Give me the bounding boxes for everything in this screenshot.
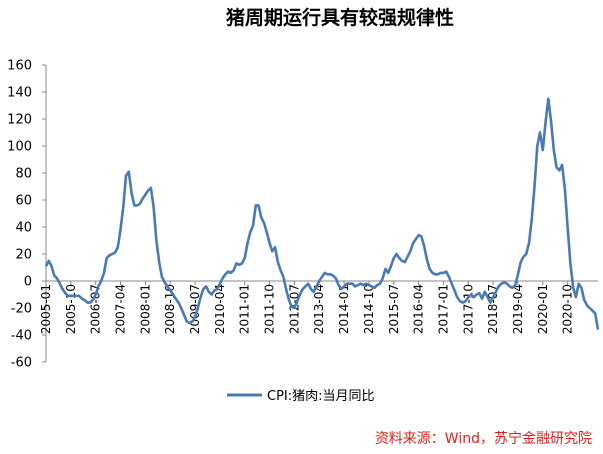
chart-title: 猪周期运行具有较强规律性 [225, 6, 454, 29]
y-axis: -60 -40 -20 0 20 40 60 80 100 120 140 160 [7, 59, 47, 371]
x-tick-label: 2009-07 [188, 284, 202, 334]
y-tick-label: 0 [24, 275, 32, 290]
y-tick-label: 60 [15, 194, 32, 209]
x-tick-label: 2017-01 [436, 284, 450, 334]
y-tick-label: -20 [11, 302, 32, 317]
x-tick-label: 2019-04 [511, 284, 525, 334]
x-tick-label: 2011-01 [238, 284, 252, 334]
x-axis: 2005-01 2005-10 2006-07 2007-04 2008-01 2008-… [39, 280, 598, 334]
y-tick-label: 120 [7, 113, 32, 128]
y-tick-label: -40 [11, 329, 32, 344]
y-tick-label: 80 [15, 167, 32, 182]
y-tick-label: 40 [15, 221, 32, 236]
y-tick-label: 100 [7, 140, 32, 155]
y-tick-label: 20 [15, 248, 32, 263]
x-tick-label: 2010-04 [213, 284, 227, 334]
x-tick-label: 2006-07 [89, 284, 103, 334]
series-line-pork-cpi [44, 97, 600, 330]
x-tick-label: 2014-01 [337, 284, 351, 334]
x-tick-label: 2014-10 [362, 284, 376, 334]
legend-label: CPI:猪肉:当月同比 [267, 389, 375, 404]
x-tick-label: 2015-07 [387, 284, 401, 334]
x-tick-label: 2017-10 [461, 284, 475, 334]
y-tick-label: 140 [7, 86, 32, 101]
x-tick-label: 2018-07 [486, 284, 500, 334]
x-tick-label: 2020-10 [561, 284, 575, 334]
x-tick-label: 2016-04 [412, 284, 426, 334]
x-tick-label: 2011-10 [263, 284, 277, 334]
x-tick-label: 2007-04 [114, 284, 128, 334]
x-tick-label: 2020-01 [536, 284, 550, 334]
series-layer [44, 97, 600, 330]
y-tick-label: 160 [7, 59, 32, 74]
y-tick-label: -60 [11, 356, 32, 371]
x-tick-label: 2008-01 [138, 284, 152, 334]
source-note: 资料来源：Wind，苏宁金融研究院 [375, 430, 592, 447]
x-tick-label: 2013-04 [312, 284, 326, 334]
x-tick-label: 2005-10 [64, 284, 78, 334]
legend: CPI:猪肉:当月同比 [227, 389, 375, 404]
x-tick-label: 2005-01 [39, 284, 53, 334]
